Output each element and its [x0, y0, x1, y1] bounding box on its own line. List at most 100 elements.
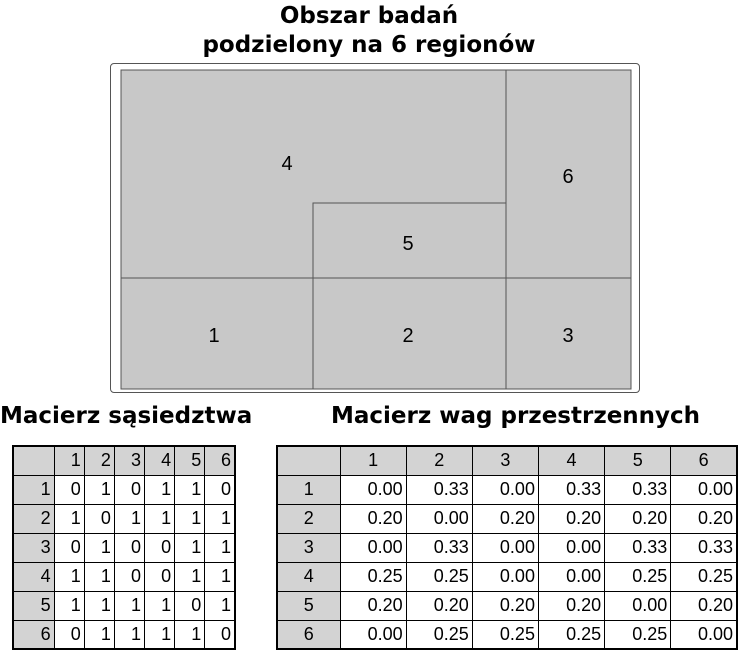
- adjacency-cell: 1: [174, 503, 206, 534]
- adjacency-cell: 1: [204, 590, 236, 621]
- adjacency-row: 1 0 1 0 1 1 0: [12, 474, 236, 505]
- weights-cell: 0.20: [537, 590, 606, 621]
- adjacency-cell: 1: [53, 561, 85, 592]
- weights-cell: 0.25: [405, 619, 473, 650]
- adjacency-row: 6 0 1 1 1 1 0: [12, 619, 236, 650]
- weights-matrix: 1 2 3 4 5 6 1 0.00 0.33 0.00 0.33 0.33 0…: [276, 445, 738, 650]
- weights-cell: 0.00: [604, 590, 672, 621]
- weights-row: 2 0.20 0.00 0.20 0.20 0.20 0.20: [276, 503, 738, 534]
- adjacency-row-header: 3: [12, 532, 55, 563]
- adjacency-cell: 0: [144, 561, 176, 592]
- adjacency-cell: 0: [53, 619, 85, 650]
- adjacency-cell: 1: [204, 532, 236, 563]
- weights-cell: 0.20: [405, 590, 473, 621]
- adjacency-cell: 1: [174, 474, 206, 505]
- adjacency-cell: 0: [113, 474, 146, 505]
- weights-col-header: 6: [670, 445, 738, 476]
- weights-cell: 0.33: [537, 474, 606, 505]
- weights-cell: 0.25: [670, 561, 738, 592]
- adjacency-col-header: 5: [174, 445, 206, 476]
- weights-cell: 0.00: [339, 532, 407, 563]
- adjacency-cell: 0: [113, 532, 146, 563]
- weights-cell: 0.25: [604, 561, 672, 592]
- weights-col-header: 2: [405, 445, 473, 476]
- weights-cell: 0.00: [670, 474, 738, 505]
- region-2-label: 2: [402, 325, 413, 347]
- weights-row-header: 3: [276, 532, 341, 563]
- region-6-label: 6: [562, 166, 573, 188]
- weights-cell: 0.25: [339, 561, 407, 592]
- adjacency-row: 5 1 1 1 1 0 1: [12, 590, 236, 621]
- weights-row: 4 0.25 0.25 0.00 0.00 0.25 0.25: [276, 561, 738, 592]
- weights-cell: 0.20: [471, 503, 539, 534]
- adjacency-cell: 1: [174, 532, 206, 563]
- adjacency-cell: 0: [204, 619, 236, 650]
- weights-header-row: 1 2 3 4 5 6: [276, 445, 738, 476]
- adjacency-cell: 0: [204, 474, 236, 505]
- adjacency-cell: 1: [83, 619, 115, 650]
- weights-row-header: 5: [276, 590, 341, 621]
- weights-corner-cell: [276, 445, 341, 476]
- weights-col-header: 5: [604, 445, 672, 476]
- adjacency-cell: 1: [83, 474, 115, 505]
- adjacency-header-row: 1 2 3 4 5 6: [12, 445, 236, 476]
- region-6: [505, 69, 632, 279]
- weights-row-header: 2: [276, 503, 341, 534]
- weights-cell: 0.25: [537, 619, 606, 650]
- weights-cell: 0.20: [339, 590, 407, 621]
- weights-cell: 0.33: [670, 532, 738, 563]
- weights-col-header: 1: [339, 445, 407, 476]
- adjacency-cell: 1: [53, 503, 85, 534]
- weights-cell: 0.33: [604, 532, 672, 563]
- weights-row: 3 0.00 0.33 0.00 0.00 0.33 0.33: [276, 532, 738, 563]
- region-4-label: 4: [281, 153, 292, 175]
- weights-row: 1 0.00 0.33 0.00 0.33 0.33 0.00: [276, 474, 738, 505]
- region-3-label: 3: [562, 325, 573, 347]
- adjacency-cell: 1: [113, 590, 146, 621]
- weights-cell: 0.00: [471, 561, 539, 592]
- weights-cell: 0.33: [405, 532, 473, 563]
- adjacency-row-header: 6: [12, 619, 55, 650]
- adjacency-col-header: 3: [113, 445, 146, 476]
- adjacency-cell: 1: [144, 590, 176, 621]
- adjacency-row-header: 2: [12, 503, 55, 534]
- adjacency-cell: 0: [174, 590, 206, 621]
- weights-row-header: 4: [276, 561, 341, 592]
- region-5: [312, 202, 507, 279]
- adjacency-cell: 1: [174, 619, 206, 650]
- adjacency-cell: 1: [83, 532, 115, 563]
- region-2: [312, 277, 507, 390]
- adjacency-col-header: 2: [83, 445, 115, 476]
- weights-cell: 0.20: [670, 503, 738, 534]
- weights-cell: 0.00: [537, 532, 606, 563]
- adjacency-cell: 1: [144, 474, 176, 505]
- adjacency-cell: 1: [144, 503, 176, 534]
- adjacency-cell: 1: [144, 619, 176, 650]
- region-5-label: 5: [402, 233, 413, 255]
- weights-cell: 0.25: [604, 619, 672, 650]
- adjacency-col-header: 6: [204, 445, 236, 476]
- adjacency-cell: 1: [83, 561, 115, 592]
- adjacency-title: Macierz sąsiedztwa: [0, 403, 253, 429]
- weights-col-header: 3: [471, 445, 539, 476]
- adjacency-cell: 0: [83, 503, 115, 534]
- weights-cell: 0.00: [670, 619, 738, 650]
- adjacency-cell: 0: [53, 532, 85, 563]
- adjacency-row-header: 4: [12, 561, 55, 592]
- adjacency-row-header: 1: [12, 474, 55, 505]
- region-1-label: 1: [208, 325, 219, 347]
- weights-cell: 0.20: [537, 503, 606, 534]
- title-line-2: podzielony na 6 regionów: [202, 32, 536, 58]
- weights-col-header: 4: [537, 445, 606, 476]
- weights-cell: 0.00: [339, 474, 407, 505]
- adjacency-cell: 1: [113, 503, 146, 534]
- adjacency-cell: 0: [144, 532, 176, 563]
- adjacency-row: 3 0 1 0 0 1 1: [12, 532, 236, 563]
- weights-cell: 0.20: [604, 503, 672, 534]
- adjacency-col-header: 4: [144, 445, 176, 476]
- weights-cell: 0.33: [604, 474, 672, 505]
- region-map-svg: 4 6 5 1 2 3: [120, 69, 632, 390]
- weights-cell: 0.25: [471, 619, 539, 650]
- weights-cell: 0.33: [405, 474, 473, 505]
- adjacency-matrix: 1 2 3 4 5 6 1 0 1 0 1 1 0 2 1 0 1 1 1 1 …: [12, 445, 236, 650]
